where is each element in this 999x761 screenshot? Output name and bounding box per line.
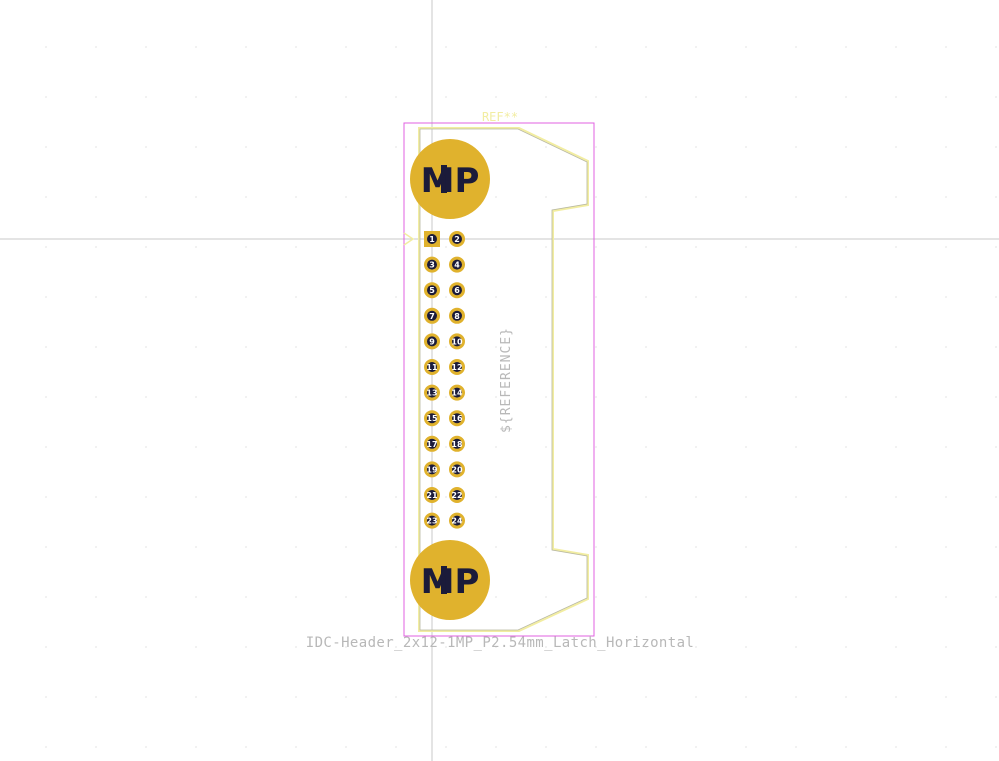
pad-number: 6 [454,286,460,295]
pad-3[interactable]: 3 [424,256,440,273]
pad-13[interactable]: 13 [424,384,440,401]
pad-number: 21 [426,491,438,500]
pad-number: 4 [454,261,460,270]
grid-dots [45,46,997,748]
pad-21[interactable]: 21 [424,487,440,503]
value-label[interactable]: IDC-Header_2x12-1MP_P2.54mm_Latch_Horizo… [306,635,694,651]
pad-24[interactable]: 24 [449,512,465,529]
pad-11[interactable]: 11 [424,359,440,375]
pad-19[interactable]: 19 [424,461,440,478]
pad-1[interactable]: 1 [424,231,440,247]
pad-20[interactable]: 20 [449,461,465,478]
mounting-pad-top[interactable]: MP [410,139,490,219]
pad-number: 14 [451,389,463,398]
pad-14[interactable]: 14 [449,384,465,401]
pad-22[interactable]: 22 [449,487,465,503]
pad-number: 7 [429,312,435,321]
pad-number: 23 [426,517,437,526]
pad-number: 11 [426,363,438,372]
pad-number: 9 [429,337,435,346]
pad-number: 2 [454,235,460,244]
pad-15[interactable]: 15 [424,410,440,427]
pad-9[interactable]: 9 [424,333,440,350]
pad-17[interactable]: 17 [424,435,440,452]
pad-number: 17 [426,440,437,449]
pad-number: 8 [454,312,460,321]
pad-number: 22 [451,491,462,500]
pad-7[interactable]: 7 [424,307,440,324]
pad-number: 16 [451,414,463,423]
mounting-pad-bottom[interactable]: MP [410,540,490,620]
pad-10[interactable]: 10 [449,333,465,350]
silkscreen-body-outline [418,127,589,632]
pad-number: 18 [451,440,463,449]
user-reference-label[interactable]: ${REFERENCE} [499,327,514,433]
pad-6[interactable]: 6 [449,282,465,299]
pad-number: 3 [429,261,435,270]
pad-12[interactable]: 12 [449,359,465,375]
pad-number: 24 [451,517,463,526]
pad-8[interactable]: 8 [449,307,465,324]
pad-2[interactable]: 2 [449,231,465,247]
pad-number: 12 [451,363,462,372]
mounting-pad-label: MP [421,161,480,201]
pad-number: 13 [426,389,437,398]
pad-number: 10 [451,337,463,346]
pad-18[interactable]: 18 [449,435,465,452]
pad-number: 15 [426,414,438,423]
pad-number: 5 [429,286,435,295]
fab-body-outline [419,128,588,631]
pad-5[interactable]: 5 [424,282,440,299]
pad-number: 20 [451,465,463,474]
mounting-pad-label: MP [421,562,480,602]
pad-16[interactable]: 16 [449,410,465,427]
pad-number: 19 [426,465,438,474]
reference-label[interactable]: REF** [482,110,518,124]
pad-23[interactable]: 23 [424,512,440,529]
pad-4[interactable]: 4 [449,256,465,273]
pad-number: 1 [429,235,435,244]
pin1-marker [403,232,415,246]
courtyard-outline [403,122,595,637]
